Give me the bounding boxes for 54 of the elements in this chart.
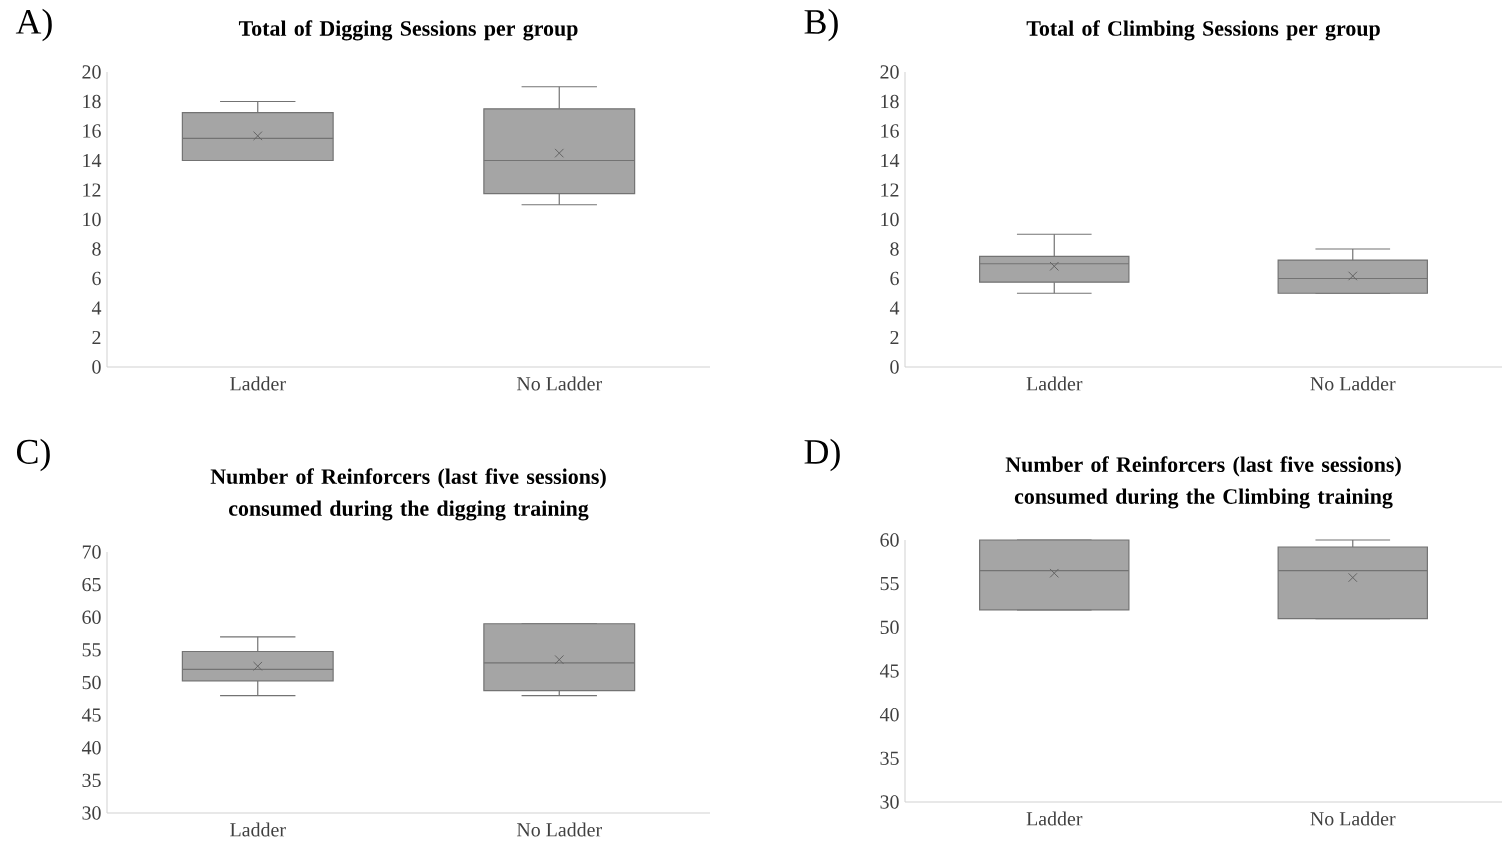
y-tick-label: 40	[81, 741, 101, 755]
y-tick-label: 35	[880, 751, 899, 766]
y-tick-label: 30	[82, 806, 101, 820]
y-tick-label: 60	[82, 610, 101, 624]
y-tick-label: 16	[881, 124, 899, 138]
y-tick-label: 4	[889, 301, 900, 315]
y-tick-label: 8	[92, 242, 101, 256]
x-tick-label: No Ladder	[1310, 811, 1396, 826]
y-tick-label: 8	[890, 242, 899, 256]
chart-title: Number of Reinforcers (last five sessions) consumed during the digging training	[210, 468, 606, 521]
y-tick-label: 40	[879, 707, 899, 722]
y-tick-label: 65	[82, 577, 101, 592]
y-tick-label: 2	[890, 330, 899, 345]
chart-title: Number of Reinforcers (last five sessions) consumed during the Climbing training	[1005, 456, 1401, 509]
y-tick-label: 10	[881, 212, 899, 227]
y-tick-label: 12	[881, 183, 899, 197]
y-tick-label: 55	[82, 643, 101, 657]
y-tick-label: 18	[881, 94, 899, 109]
x-tick-label: Ladder	[230, 376, 286, 391]
y-tick-label: 50	[880, 620, 899, 635]
y-tick-label: 2	[92, 330, 101, 345]
y-tick-label: 30	[880, 795, 899, 809]
y-tick-label: 18	[83, 94, 101, 109]
text: C)	[16, 438, 50, 472]
y-tick-label: 20	[82, 65, 101, 79]
chart-title: Total of Digging Sessions per group	[238, 20, 578, 41]
x-tick-label: Ladder	[230, 822, 286, 837]
y-tick-label: 12	[83, 183, 101, 197]
y-tick-label: 20	[880, 65, 899, 79]
y-tick-label: 6	[92, 271, 101, 286]
x-tick-label: No Ladder	[516, 822, 602, 837]
y-tick-label: 70	[82, 545, 101, 559]
y-tick-label: 35	[82, 773, 101, 788]
y-tick-label: 0	[92, 360, 101, 374]
y-tick-label: 4	[91, 301, 102, 315]
y-tick-label: 55	[880, 577, 899, 591]
text: B)	[804, 8, 838, 42]
x-tick-label: Ladder	[1026, 376, 1083, 391]
y-tick-label: 6	[890, 271, 899, 286]
y-tick-label: 14	[881, 153, 900, 168]
y-tick-label: 10	[83, 212, 101, 227]
y-tick-label: 50	[82, 675, 101, 690]
y-tick-label: 45	[879, 664, 899, 678]
y-tick-label: 45	[81, 708, 101, 722]
x-tick-label: Ladder	[1026, 811, 1083, 826]
x-tick-label: No Ladder	[1310, 376, 1396, 391]
y-tick-label: 16	[83, 124, 101, 138]
text: A)	[15, 8, 52, 42]
y-tick-label: 0	[890, 360, 899, 374]
y-tick-label: 60	[880, 533, 899, 547]
y-tick-label: 14	[83, 153, 102, 168]
chart-title: Total of Climbing Sessions per group	[1026, 20, 1380, 41]
text: D)	[804, 438, 840, 472]
x-tick-label: No Ladder	[516, 376, 602, 391]
